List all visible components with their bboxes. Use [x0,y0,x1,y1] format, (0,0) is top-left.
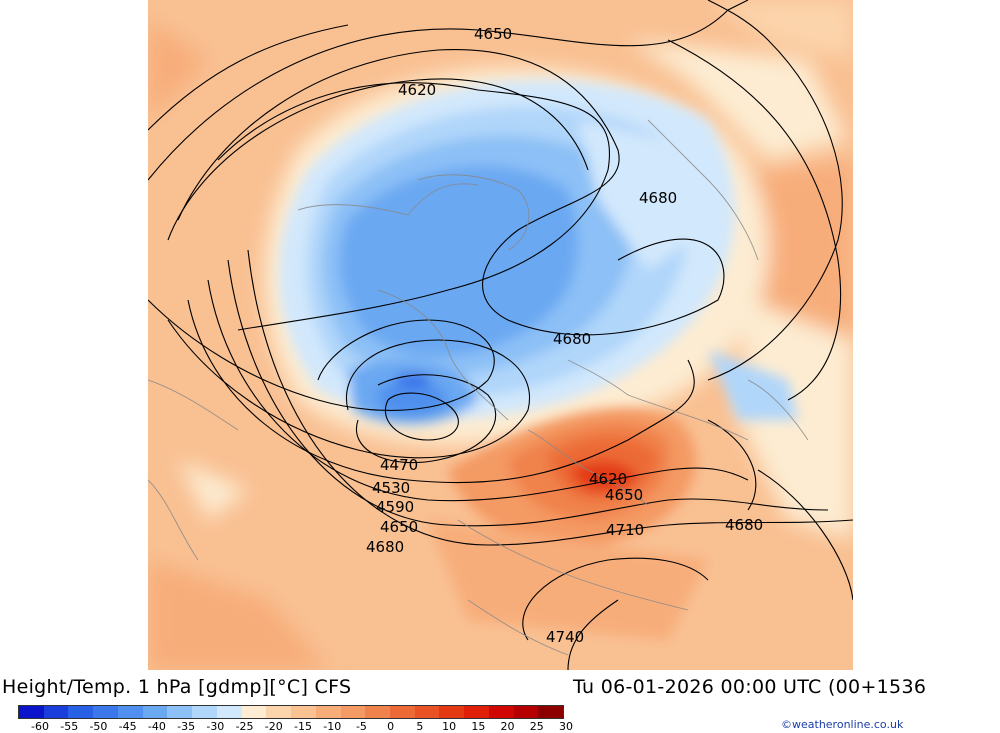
legend-tick-label: -60 [31,720,49,733]
legend-tick-label: 30 [559,720,573,733]
warm-core [428,408,708,640]
contour-label-4650-warm: 4650 [605,486,643,504]
map-canvas: 4650 4620 4680 4680 4470 4530 4590 4650 … [147,0,854,671]
color-legend [18,705,564,719]
legend-swatch [117,706,143,718]
contour-label-4710: 4710 [606,521,644,539]
chart-title: Height/Temp. 1 hPa [gdmp][°C] CFS [2,676,352,698]
legend-tick-label: -10 [323,720,342,733]
contour-label-4470: 4470 [380,456,418,474]
legend-swatch [538,706,564,718]
legend-tick-label: -30 [206,720,225,733]
legend-tick-label: 15 [471,720,486,733]
contour-label-4650-south: 4650 [380,518,418,536]
legend-swatch [340,706,366,718]
legend-swatch [167,706,193,718]
legend-swatch [266,706,292,718]
legend-swatch [43,706,69,718]
contour-label-4620-warm: 4620 [589,470,627,488]
legend-swatch [414,706,440,718]
legend-tick-label: -40 [147,720,166,733]
contour-label-4680-east: 4680 [639,189,677,207]
legend-swatch [464,706,489,718]
height-contours [147,0,854,671]
legend-tick-label: -5 [355,720,367,733]
legend-tick-label: 10 [442,720,457,733]
legend-tick-label: 20 [500,720,515,733]
legend-ticks: -60 -55 -50 -45 -40 -35 -30 -25 -20 -15 -10 -5 0 5 10 1… [18,720,578,733]
contour-label-4530: 4530 [372,479,410,497]
legend-tick-label: -55 [60,720,79,733]
legend-swatch [19,706,44,718]
legend-swatch [216,706,242,718]
legend-swatch [291,706,316,718]
legend-swatch [142,706,168,718]
legend-swatch [439,706,465,718]
legend-tick-label: -25 [235,720,254,733]
legend-swatch [68,706,94,718]
legend-tick-label: 5 [416,720,424,733]
contour-label-4680-center: 4680 [553,330,591,348]
contour-label-4590: 4590 [376,498,414,516]
legend-tick-label: -20 [264,720,283,733]
legend-swatch [365,706,391,718]
contour-label-4740: 4740 [546,628,584,646]
legend-tick-label: -15 [294,720,312,733]
contour-labels: 4650 4620 4680 4680 4470 4530 4590 4650 … [366,25,763,646]
legend-swatch [241,706,267,718]
legend-swatch [93,706,118,718]
valid-time: Tu 06-01-2026 00:00 UTC (00+1536 [573,676,927,698]
legend-tick-label: 0 [387,720,395,733]
legend-swatch [513,706,539,718]
contour-label-4650-top: 4650 [474,25,512,43]
contour-label-4620-top: 4620 [398,81,436,99]
legend-swatch [488,706,514,718]
weather-map: 4650 4620 4680 4680 4470 4530 4590 4650 … [147,0,854,671]
legend-tick-label: -35 [177,720,196,733]
contour-label-4680-se: 4680 [725,516,763,534]
credit-link[interactable]: ©weatheronline.co.uk [781,718,904,731]
contour-label-4680-south: 4680 [366,538,404,556]
legend-swatch [192,706,217,718]
legend-swatch [390,706,415,718]
coastlines [147,119,809,656]
legend-tick-label: -45 [118,720,137,733]
legend-tick-label: -50 [89,720,108,733]
legend-swatch [315,706,341,718]
legend-tick-label: 25 [529,720,544,733]
